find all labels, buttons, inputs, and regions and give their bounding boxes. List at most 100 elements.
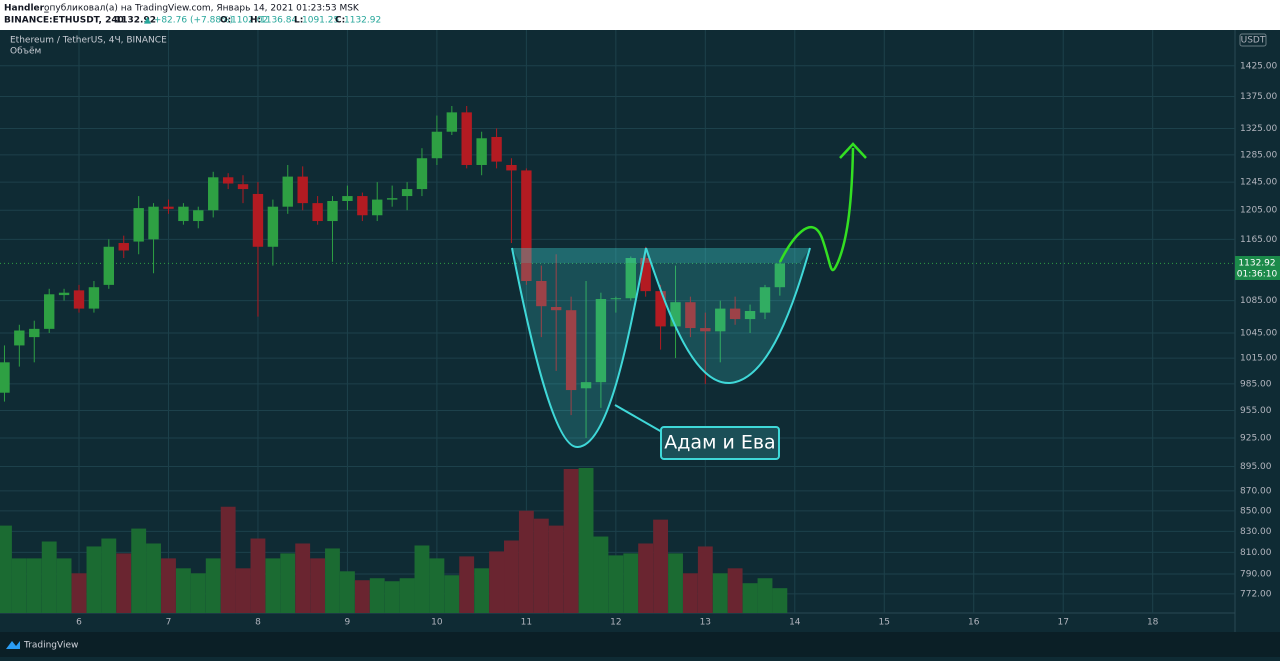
candle-body	[640, 258, 651, 292]
x-tick-label: 14	[789, 618, 801, 628]
volume-bar	[414, 545, 430, 613]
volume-bar	[325, 548, 340, 613]
x-tick-label: 17	[1057, 618, 1068, 628]
x-tick-label: 12	[610, 618, 621, 628]
volume-bar	[518, 510, 534, 613]
candle-body	[461, 112, 472, 165]
change: ▲ +82.76 (+7.88%)	[144, 16, 233, 26]
volume-bar	[668, 553, 683, 613]
candle-body	[327, 201, 338, 222]
y-tick-label: 1205.00	[1240, 206, 1277, 216]
chart-title: Ethereum / TetherUS, 4Ч, BINANCE	[10, 36, 167, 46]
volume-bar	[444, 575, 460, 613]
last-price-box	[1235, 256, 1280, 280]
candle-body	[0, 362, 10, 393]
volume-bar	[638, 543, 654, 613]
volume-bar	[608, 555, 624, 613]
x-tick-label: 15	[879, 618, 890, 628]
last-price: 1132.92	[115, 16, 156, 26]
x-tick-label: 16	[968, 618, 980, 628]
x-tick-label: 10	[431, 618, 443, 628]
volume-bar	[220, 506, 236, 613]
volume-bar	[175, 568, 191, 613]
y-tick-label: 790.00	[1240, 569, 1272, 579]
volume-bar	[295, 543, 311, 613]
volume-bar	[190, 573, 206, 613]
volume-bar	[742, 583, 758, 613]
volume-bar	[474, 568, 490, 613]
volume-bar	[429, 558, 445, 613]
volume-bar	[504, 540, 519, 613]
open-value: 1102.02	[231, 16, 268, 26]
candle-body	[521, 170, 532, 281]
volume-bar	[86, 546, 102, 613]
author: Handler_	[4, 4, 49, 14]
candle-body	[267, 206, 279, 247]
currency-box	[1239, 33, 1267, 47]
price-axis-bg	[1235, 30, 1280, 632]
countdown: 01:36:10	[1237, 270, 1278, 280]
low-value: 1091.25	[302, 16, 339, 26]
y-tick-label: 1015.00	[1240, 354, 1277, 364]
volume-bar	[563, 468, 579, 613]
candle-body	[118, 243, 129, 251]
y-tick-label: 1425.00	[1240, 61, 1277, 71]
candle-body	[386, 198, 398, 200]
volume-bar	[0, 525, 12, 613]
y-tick-label: 955.00	[1240, 406, 1272, 416]
handle-curve	[645, 247, 811, 385]
candle-body	[148, 206, 159, 240]
callout-box	[660, 426, 780, 460]
volume-bar	[548, 525, 564, 613]
close-label: C:	[335, 16, 345, 26]
candle-body	[372, 199, 383, 216]
candle-body	[506, 164, 517, 171]
volume-bar	[250, 538, 266, 613]
volume-bar	[727, 568, 743, 613]
candle-body	[550, 306, 562, 311]
symbol: BINANCE:ETHUSDT, 240	[4, 16, 124, 26]
volume-bar	[578, 468, 594, 613]
y-tick-label: 925.00	[1240, 434, 1272, 444]
candle-body	[208, 177, 219, 211]
volume-bar	[489, 551, 505, 613]
volume-bar	[697, 546, 713, 613]
volume-bar	[757, 578, 773, 613]
volume-bar	[623, 553, 639, 613]
y-tick-label: 830.00	[1240, 527, 1272, 537]
volume-bar	[280, 553, 296, 613]
header-bg	[0, 0, 1280, 30]
y-tick-label: 1165.00	[1240, 235, 1277, 245]
high-label: H:	[250, 16, 261, 26]
candle-body	[729, 308, 741, 320]
volume-bar	[41, 541, 57, 613]
volume-bar	[354, 580, 370, 613]
x-tick-label: 8	[255, 618, 261, 628]
candle-body	[342, 196, 353, 202]
candle-body	[88, 287, 100, 309]
volume-bar	[653, 519, 669, 613]
open-label: O:	[220, 16, 231, 26]
candle-body	[491, 136, 502, 162]
brand: TradingView	[23, 641, 78, 651]
y-tick-label: 870.00	[1240, 486, 1272, 496]
candle-body	[670, 302, 681, 327]
pattern-drawing: Адам и Ева	[511, 142, 867, 460]
candle-body	[282, 176, 293, 207]
volume-bar	[56, 558, 72, 613]
callout-text: Адам и Ева	[664, 432, 775, 454]
footer-bg	[0, 632, 1280, 657]
candle-body	[685, 302, 696, 329]
published: опубликовал(а) на TradingView.com, Январ…	[44, 4, 360, 14]
candle-body	[401, 189, 413, 197]
volume-bar	[265, 558, 281, 613]
y-tick-label: 1085.00	[1240, 296, 1277, 306]
candle-body	[655, 291, 666, 327]
arrow-head	[839, 142, 867, 159]
candle-body	[163, 206, 174, 209]
y-tick-label: 810.00	[1240, 548, 1272, 558]
y-tick-label: 1045.00	[1240, 328, 1277, 338]
candle-body	[625, 258, 636, 299]
volume-bar	[26, 558, 42, 613]
candle-body	[610, 298, 622, 300]
